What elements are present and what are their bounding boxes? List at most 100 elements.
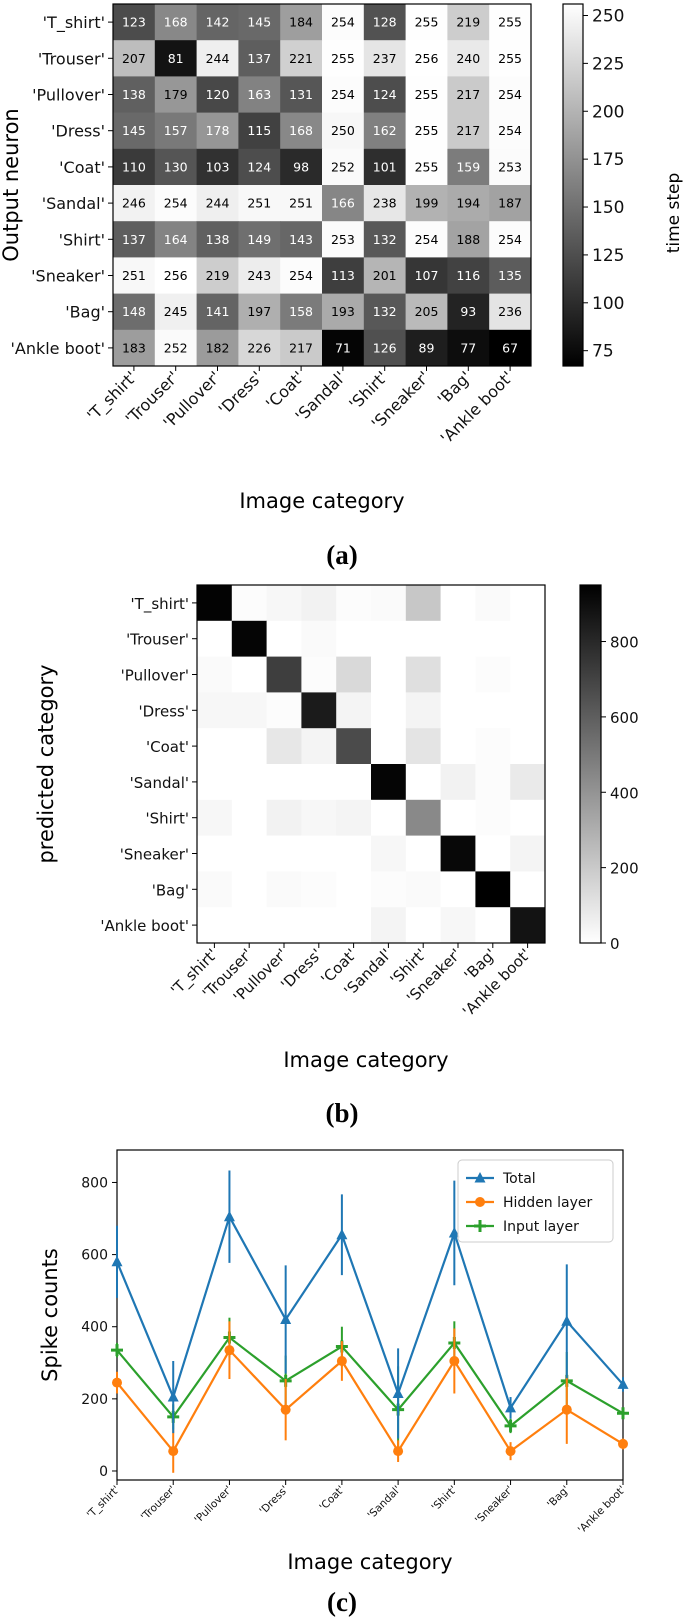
x-tick-label: 'T_shirt' [85, 1484, 122, 1521]
series-marker [505, 1401, 517, 1413]
cell-value-label: 251 [247, 196, 271, 211]
heatmap-cell [336, 728, 372, 765]
cell-value-label: 178 [206, 123, 230, 138]
cell-value-label: 101 [373, 159, 397, 174]
heatmap-cell [440, 799, 476, 836]
cell-value-label: 131 [289, 87, 313, 102]
heatmap-cell [113, 329, 156, 367]
heatmap-cell [266, 620, 302, 657]
heatmap-cell [510, 835, 546, 872]
heatmap-cell [154, 4, 197, 41]
series-line [116, 1335, 624, 1428]
y-tick-label: 'Shirt' [59, 230, 105, 249]
heatmap-cell [196, 4, 239, 41]
heatmap-cell [238, 329, 281, 367]
heatmap-panel-b: 'T_shirt' 'Trouser' 'Pullover' 'Dress' 'Coat… [34, 584, 639, 1128]
series-hidden-layer [112, 1321, 628, 1473]
cell-value-label: 120 [206, 87, 230, 102]
heatmap-cell [197, 835, 233, 872]
heatmap-cell [113, 112, 156, 150]
x-tick-label: 'Trouser' [139, 1484, 179, 1524]
heatmap-cell [197, 907, 233, 944]
cell-value-label: 255 [498, 51, 522, 66]
heatmap-cell [489, 329, 532, 367]
cell-value-label: 164 [164, 232, 188, 247]
heatmap-cell [363, 257, 406, 294]
colorbar-tick-label: 0 [610, 935, 620, 953]
heatmap-cell [231, 728, 267, 765]
heatmap-cell [405, 4, 448, 41]
heatmap-cell [510, 799, 546, 836]
cell-value-label: 243 [247, 268, 271, 283]
cell-value-label: 245 [164, 304, 188, 319]
cell-value-label: 237 [373, 51, 397, 66]
heatmap-cell [371, 835, 407, 872]
y-tick-label: 'Sandal' [130, 774, 189, 792]
heatmap-cell [154, 112, 197, 150]
x-tick-label: 'Ankle boot' [576, 1484, 628, 1536]
y-tick-label: 'Sandal' [42, 194, 105, 213]
heatmap-cell [371, 871, 407, 908]
series-marker [111, 1344, 123, 1357]
y-tick-label: 'Dress' [139, 702, 190, 720]
cell-value-label: 113 [331, 268, 355, 283]
heatmap-cell [197, 585, 233, 622]
x-tick-label: 'Pullover' [192, 1484, 234, 1526]
heatmap-cell [238, 148, 281, 186]
series-marker [223, 1210, 235, 1222]
heatmap-cell [280, 257, 323, 294]
heatmap-cell [440, 907, 476, 944]
y-tick-label: 800 [81, 1175, 108, 1191]
heatmap-cell [322, 185, 365, 222]
y-tick-label: 'Shirt' [146, 810, 190, 828]
cell-value-label: 143 [289, 232, 313, 247]
cell-value-label: 254 [164, 196, 188, 211]
heatmap-cell [447, 4, 490, 41]
series-marker [112, 1377, 122, 1388]
series-marker [449, 1355, 460, 1366]
line-c-legend: Total Hidden layer Input layer [457, 1159, 614, 1243]
heatmap-b-frame [196, 584, 546, 944]
series-marker [617, 1378, 629, 1389]
heatmap-cell [510, 764, 546, 801]
heatmap-cell [231, 907, 267, 944]
series-marker [561, 1315, 573, 1326]
y-tick-label: 'Pullover' [32, 86, 105, 105]
heatmap-cell [280, 40, 323, 77]
cell-value-label: 137 [247, 51, 271, 66]
heatmap-cell [336, 656, 372, 693]
cell-value-label: 194 [456, 196, 480, 211]
heatmap-cell [196, 221, 239, 258]
heatmap-cell [405, 148, 448, 186]
cell-value-label: 255 [415, 159, 439, 174]
cell-value-label: 246 [122, 196, 146, 211]
heatmap-cell [475, 620, 511, 657]
heatmap-cell [301, 656, 337, 693]
heatmap-cell [405, 656, 441, 693]
line-c-x-ticks: 'T_shirt' 'Trouser' 'Pullover' 'Dress' 'Coat… [85, 1480, 628, 1536]
cell-value-label: 93 [460, 304, 476, 319]
heatmap-cell [510, 871, 546, 908]
series-marker [167, 1391, 179, 1402]
heatmap-cell [197, 656, 233, 693]
series-marker [618, 1438, 628, 1449]
heatmap-cell [405, 585, 441, 622]
y-tick-label: 'Ankle boot' [100, 917, 189, 935]
cell-value-label: 142 [206, 15, 230, 30]
x-tick-label: 'Shirt' [429, 1484, 459, 1514]
series-marker [280, 1404, 291, 1415]
heatmap-cell [440, 728, 476, 765]
cell-value-label: 138 [206, 232, 230, 247]
x-tick-label: 'Dress' [257, 1484, 290, 1517]
cell-value-label: 254 [498, 123, 522, 138]
heatmap-cell [475, 728, 511, 765]
heatmap-cell [280, 4, 323, 41]
heatmap-cell [440, 835, 476, 872]
heatmap-cell [475, 656, 511, 693]
heatmap-cell [322, 4, 365, 41]
x-tick-label: 'Bag' [545, 1484, 572, 1511]
heatmap-cell [113, 257, 156, 294]
series-marker [392, 1387, 404, 1398]
heatmap-b-y-axis-label: predicted category [34, 664, 58, 863]
series-marker [448, 1226, 460, 1238]
